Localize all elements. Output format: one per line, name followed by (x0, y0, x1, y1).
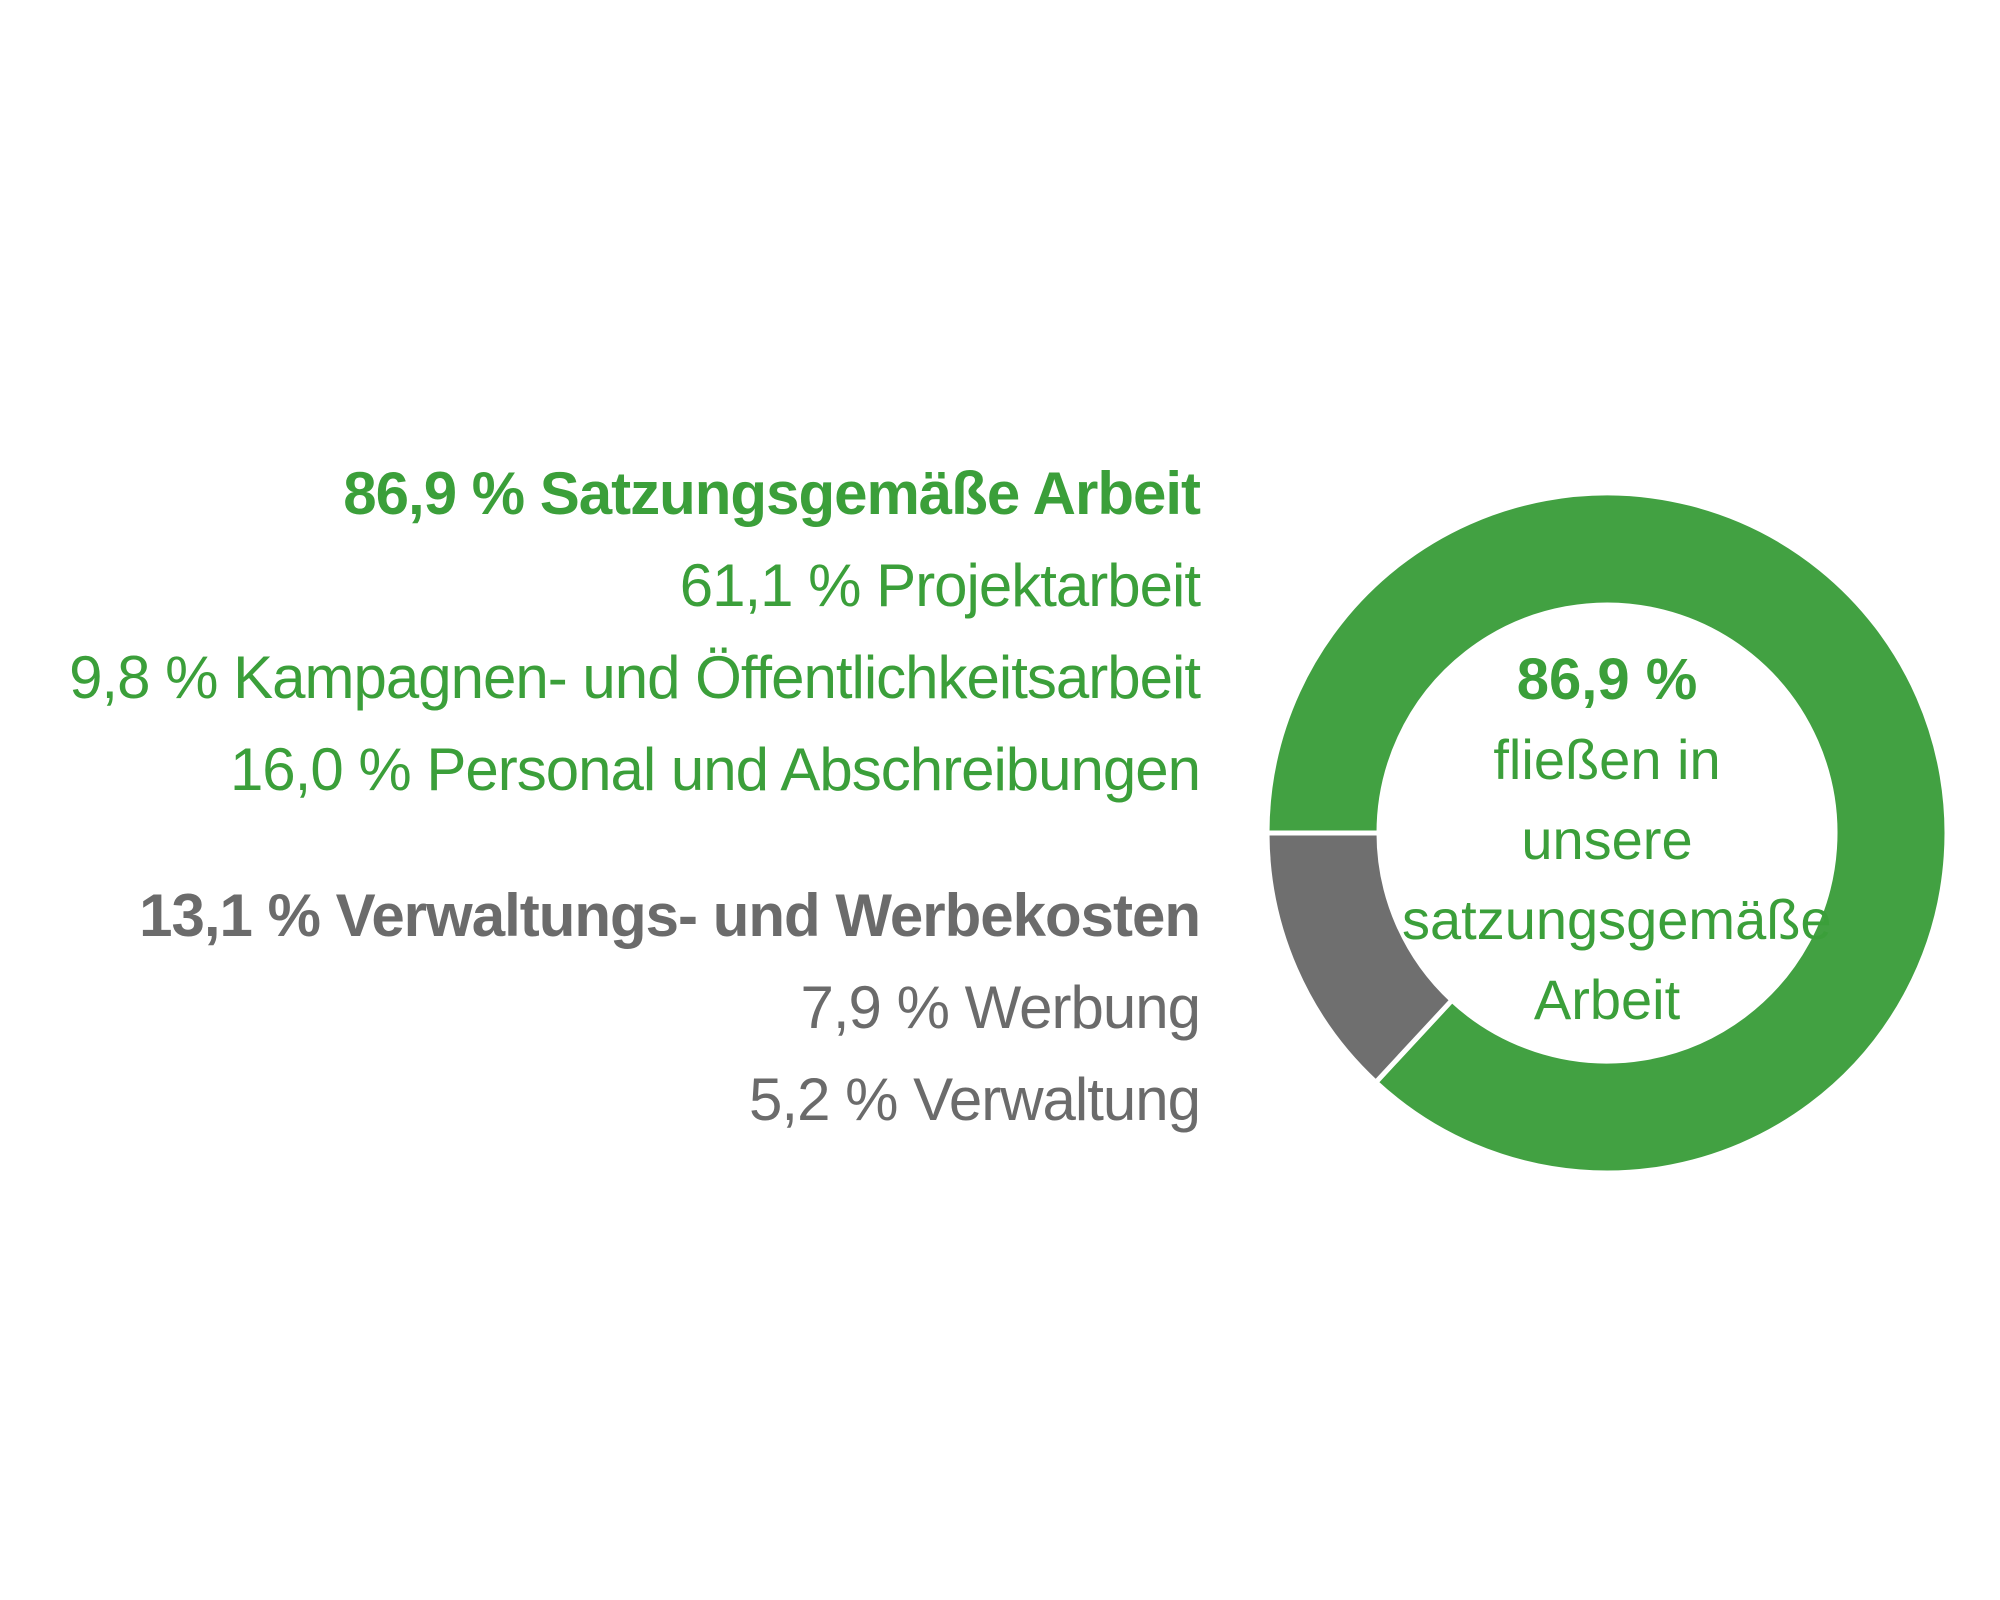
legend-item-kampagnen: 9,8 % Kampagnen- und Öffentlichkeitsarbe… (69, 644, 1201, 711)
donut-center-caption-line-2: satzungsgemäße (1402, 888, 1832, 951)
donut-center-caption-line-3: Arbeit (1533, 968, 1681, 1031)
legend-item-personal: 16,0 % Personal und Abschreibungen (229, 736, 1201, 803)
chart-legend: 86,9 % Satzungsgemäße Arbeit 61,1 % Proj… (40, 448, 1201, 1146)
legend-item-werbung: 7,9 % Werbung (800, 974, 1201, 1041)
donut-chart (1262, 488, 1952, 1178)
legend-item-verwaltung: 5,2 % Verwaltung (749, 1066, 1201, 1133)
donut-chart-svg (1264, 490, 1950, 1176)
donut-slice-satzungsgemaesse-arbeit (1264, 490, 1950, 1176)
legend-item-projektarbeit: 61,1 % Projektarbeit (679, 552, 1201, 619)
donut-center-label: 86,9 % fließen in unsere satzungsgemäße … (1402, 640, 1832, 1040)
legend-group-heading-verwaltung: 13,1 % Verwaltungs- und Werbekosten (139, 882, 1201, 949)
donut-slice-verwaltung-werbekosten (1264, 830, 1456, 1086)
legend-group-heading-satzung: 86,9 % Satzungsgemäße Arbeit (343, 460, 1201, 527)
donut-center-value: 86,9 % (1516, 647, 1698, 712)
donut-center-caption-line-1: fließen in unsere (1493, 728, 1721, 871)
